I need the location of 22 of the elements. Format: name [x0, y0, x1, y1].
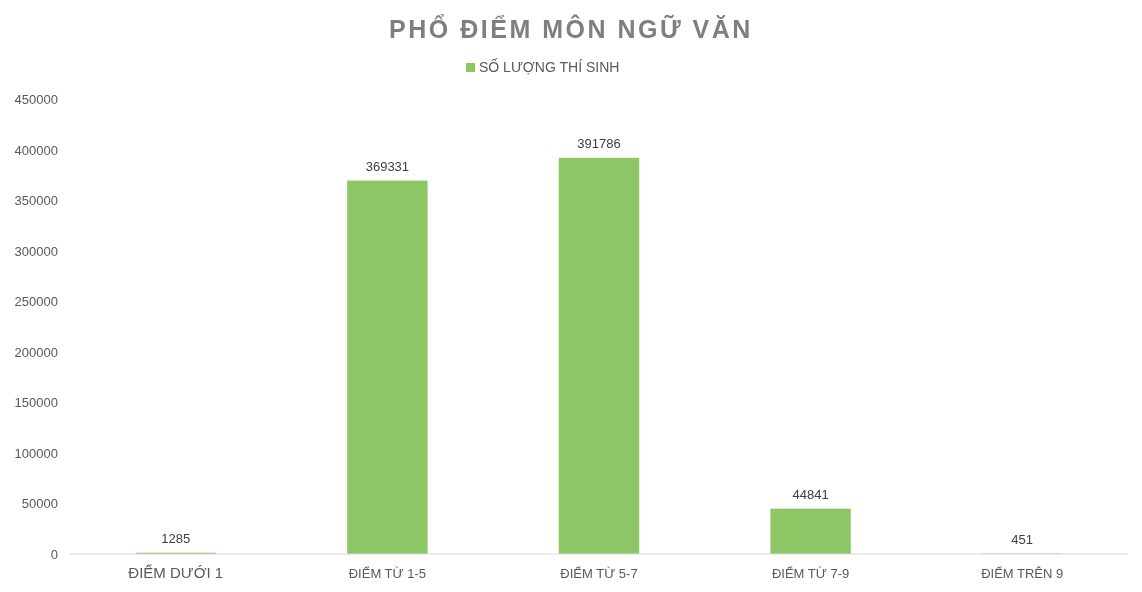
- chart-title: PHỔ ĐIỂM MÔN NGỮ VĂN: [389, 14, 753, 43]
- y-tick-label: 300000: [14, 243, 58, 259]
- x-tick-label: ĐIỂM TỪ 7-9: [771, 566, 850, 581]
- data-label: 369331: [365, 158, 410, 174]
- y-tick-label: 0: [50, 547, 58, 562]
- y-tick-label: 150000: [14, 395, 58, 411]
- y-tick-label: 250000: [14, 294, 58, 310]
- data-label: 451: [1011, 531, 1034, 547]
- x-tick-label: ĐIỂM TỪ 1-5: [348, 566, 427, 581]
- y-tick-label: 200000: [14, 344, 58, 360]
- x-tick-label: ĐIỂM DƯỚI 1: [128, 564, 224, 581]
- data-label: 1285: [161, 530, 191, 546]
- y-tick-label: 50000: [21, 496, 58, 512]
- data-label: 391786: [577, 135, 621, 151]
- y-tick-label: 400000: [14, 142, 58, 158]
- y-tick-label: 350000: [14, 193, 58, 209]
- y-tick-label: 450000: [14, 92, 58, 107]
- y-tick-label: 100000: [14, 445, 58, 461]
- data-label: 44841: [792, 486, 829, 502]
- x-tick-label: ĐIỂM TRÊN 9: [981, 566, 1064, 581]
- x-tick-label: ĐIỂM TỪ 5-7: [560, 566, 638, 581]
- legend-label: SỐ LƯỢNG THÍ SINH: [479, 58, 620, 75]
